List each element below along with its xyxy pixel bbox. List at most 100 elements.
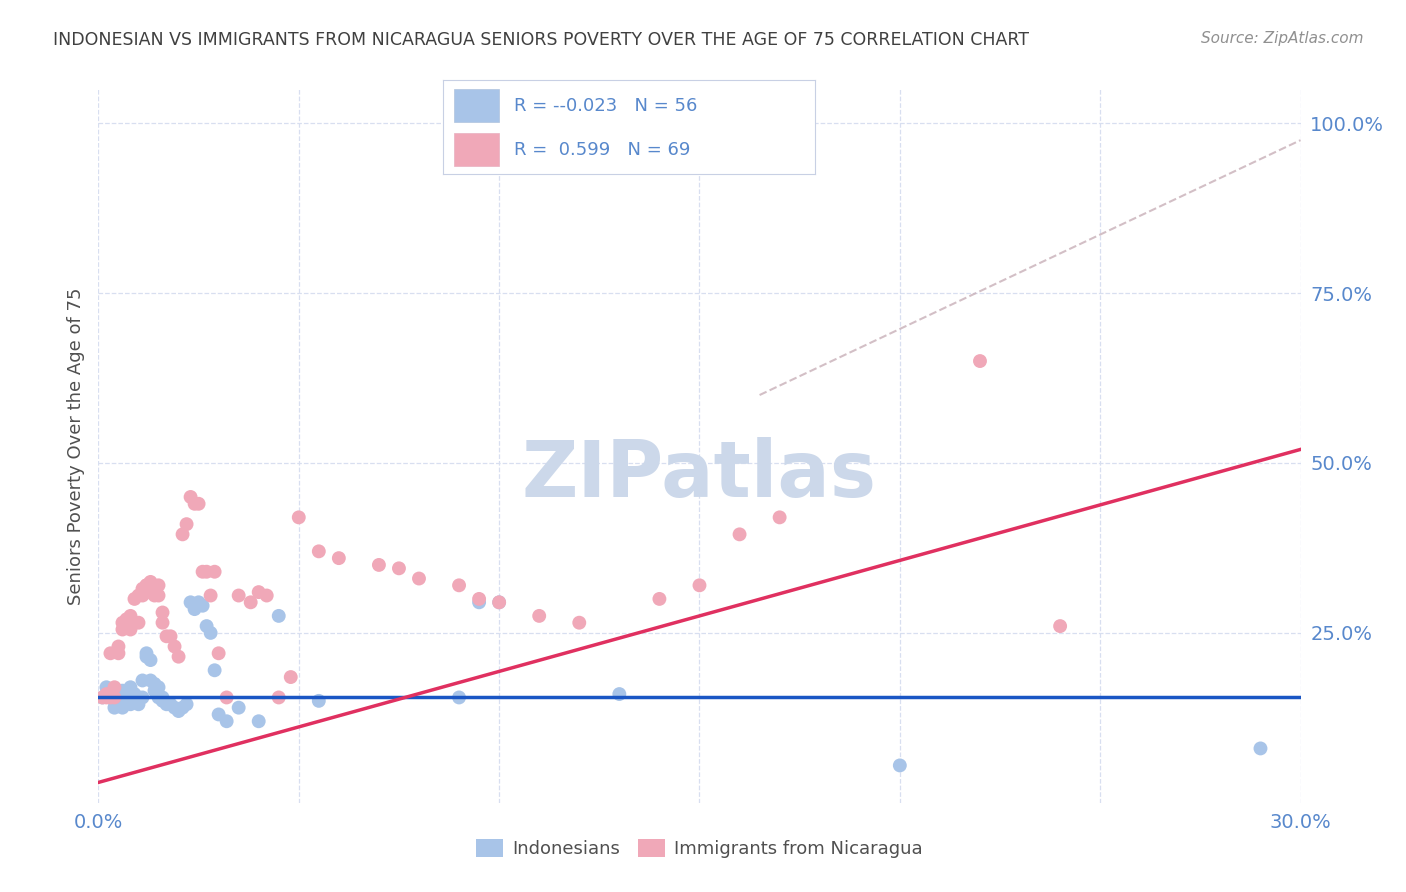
Point — [187, 497, 209, 511]
Point — [529, 608, 551, 623]
Point — [204, 663, 226, 677]
Point — [115, 619, 138, 633]
Point — [96, 687, 118, 701]
Point — [308, 694, 330, 708]
Point — [148, 578, 170, 592]
Point — [152, 690, 174, 705]
Point — [148, 680, 170, 694]
Point — [128, 698, 150, 712]
Point — [468, 595, 491, 609]
Text: INDONESIAN VS IMMIGRANTS FROM NICARAGUA SENIORS POVERTY OVER THE AGE OF 75 CORRE: INDONESIAN VS IMMIGRANTS FROM NICARAGUA … — [53, 31, 1029, 49]
Point — [124, 615, 146, 630]
Point — [187, 595, 209, 609]
Text: Source: ZipAtlas.com: Source: ZipAtlas.com — [1201, 31, 1364, 46]
Point — [200, 626, 222, 640]
Point — [111, 623, 134, 637]
Point — [159, 698, 181, 712]
Point — [368, 558, 391, 572]
Point — [148, 589, 170, 603]
Point — [689, 578, 711, 592]
Point — [120, 608, 142, 623]
Point — [191, 565, 214, 579]
Point — [769, 510, 792, 524]
Point — [100, 646, 122, 660]
Point — [120, 698, 142, 712]
Point — [728, 527, 751, 541]
Point — [167, 649, 190, 664]
Point — [159, 629, 181, 643]
Point — [111, 683, 134, 698]
Point — [215, 714, 238, 729]
Point — [128, 589, 150, 603]
Point — [103, 680, 125, 694]
Point — [267, 608, 290, 623]
Point — [228, 700, 250, 714]
Point — [100, 687, 122, 701]
Point — [488, 595, 510, 609]
Point — [408, 572, 430, 586]
Point — [195, 619, 218, 633]
Point — [135, 578, 157, 592]
Point — [1049, 619, 1071, 633]
Point — [889, 758, 911, 772]
Legend: Indonesians, Immigrants from Nicaragua: Indonesians, Immigrants from Nicaragua — [468, 831, 931, 865]
Point — [1250, 741, 1272, 756]
Point — [107, 646, 129, 660]
Point — [215, 690, 238, 705]
Point — [131, 582, 153, 596]
Point — [280, 670, 302, 684]
Point — [163, 700, 186, 714]
Point — [155, 698, 177, 712]
Point — [152, 606, 174, 620]
Point — [115, 687, 138, 701]
Point — [128, 690, 150, 705]
Point — [107, 687, 129, 701]
Point — [115, 690, 138, 705]
Point — [247, 585, 270, 599]
Bar — [454, 88, 499, 122]
Point — [183, 602, 205, 616]
Point — [267, 690, 290, 705]
Point — [91, 690, 114, 705]
Point — [239, 595, 262, 609]
Point — [288, 510, 311, 524]
Point — [124, 687, 146, 701]
Point — [139, 673, 162, 688]
Point — [200, 589, 222, 603]
Point — [172, 527, 194, 541]
Point — [568, 615, 591, 630]
Point — [135, 649, 157, 664]
Point — [176, 698, 198, 712]
Point — [111, 615, 134, 630]
Point — [183, 497, 205, 511]
Point — [139, 585, 162, 599]
Y-axis label: Seniors Poverty Over the Age of 75: Seniors Poverty Over the Age of 75 — [66, 287, 84, 605]
Text: R = --0.023   N = 56: R = --0.023 N = 56 — [513, 96, 697, 114]
Point — [488, 595, 510, 609]
Point — [103, 700, 125, 714]
Point — [111, 700, 134, 714]
Point — [191, 599, 214, 613]
Point — [228, 589, 250, 603]
Point — [167, 704, 190, 718]
Point — [124, 690, 146, 705]
Point — [143, 589, 166, 603]
Point — [128, 615, 150, 630]
Point — [176, 517, 198, 532]
Point — [120, 623, 142, 637]
Point — [447, 578, 470, 592]
Point — [124, 591, 146, 606]
Point — [195, 565, 218, 579]
Point — [96, 687, 118, 701]
Point — [96, 680, 118, 694]
Point — [247, 714, 270, 729]
Bar — [454, 133, 499, 167]
Point — [143, 683, 166, 698]
Point — [139, 574, 162, 589]
Point — [100, 690, 122, 705]
Point — [107, 640, 129, 654]
Point — [103, 694, 125, 708]
Point — [115, 612, 138, 626]
Point — [135, 646, 157, 660]
Point — [131, 690, 153, 705]
